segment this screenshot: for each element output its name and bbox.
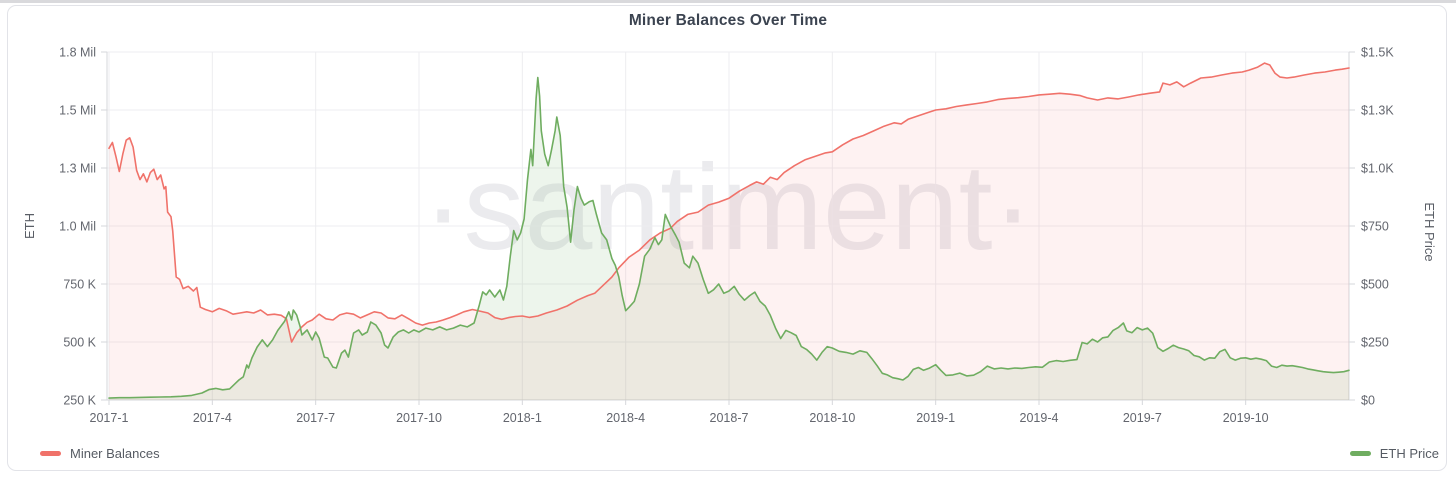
x-axis-tick-label: 2019-4 [1020,411,1059,425]
right-axis-tick-label: $1.5K [1361,46,1394,60]
right-axis-tick-label: $1.0K [1361,162,1394,176]
x-axis-tick-label: 2018-7 [710,411,749,425]
x-axis-tick-label: 2018-10 [809,411,855,425]
left-axis-tick-label: 1.0 Mil [59,220,96,234]
left-axis-tick-label: 500 K [63,336,96,350]
left-axis-tick-label: 1.8 Mil [59,46,96,60]
x-axis-tick-label: 2017-1 [90,411,129,425]
line-eth-price [108,76,1350,399]
legend-item-miner-balances[interactable]: Miner Balances [40,441,160,465]
area-fill-eth-price [109,77,1349,400]
right-axis-tick-label: $1.3K [1361,104,1394,118]
left-axis-tick-label: 1.5 Mil [59,104,96,118]
chart-legend: Miner Balances ETH Price [0,441,1456,465]
left-axis-tick-label: 750 K [63,278,96,292]
x-axis-tick-label: 2018-4 [606,411,645,425]
legend-item-eth-price[interactable]: ETH Price [1349,441,1439,465]
left-axis-name: ETH [22,213,37,239]
legend-label-miner-balances: Miner Balances [70,445,160,461]
x-axis-tick-label: 2017-4 [193,411,232,425]
right-axis-tick-label: $750 [1361,220,1389,234]
chart-title: Miner Balances Over Time [628,12,828,29]
x-axis-tick-label: 2019-7 [1123,411,1162,425]
eth-price-swatch [1349,450,1371,456]
line-miner-balances [108,62,1350,343]
right-axis-tick-label: $0 [1361,394,1375,408]
miner-balances-swatch [40,450,61,456]
x-axis-tick-label: 2017-10 [396,411,442,425]
x-axis-tick-label: 2017-7 [296,411,335,425]
right-axis-tick-label: $500 [1361,278,1389,292]
x-axis-tick-label: 2019-10 [1223,411,1269,425]
left-axis-tick-label: 250 K [63,394,96,408]
window-top-edge [0,0,1456,3]
legend-label-eth-price: ETH Price [1379,445,1439,461]
x-axis-tick-label: 2018-1 [503,411,542,425]
chart-card [7,5,1447,471]
left-axis-tick-label: 1.3 Mil [59,162,96,176]
right-axis-tick-label: $250 [1361,336,1389,350]
x-axis-tick-label: 2019-1 [916,411,955,425]
right-axis-name: ETH Price [1422,202,1437,261]
area-fill-miner-balances [109,63,1349,400]
